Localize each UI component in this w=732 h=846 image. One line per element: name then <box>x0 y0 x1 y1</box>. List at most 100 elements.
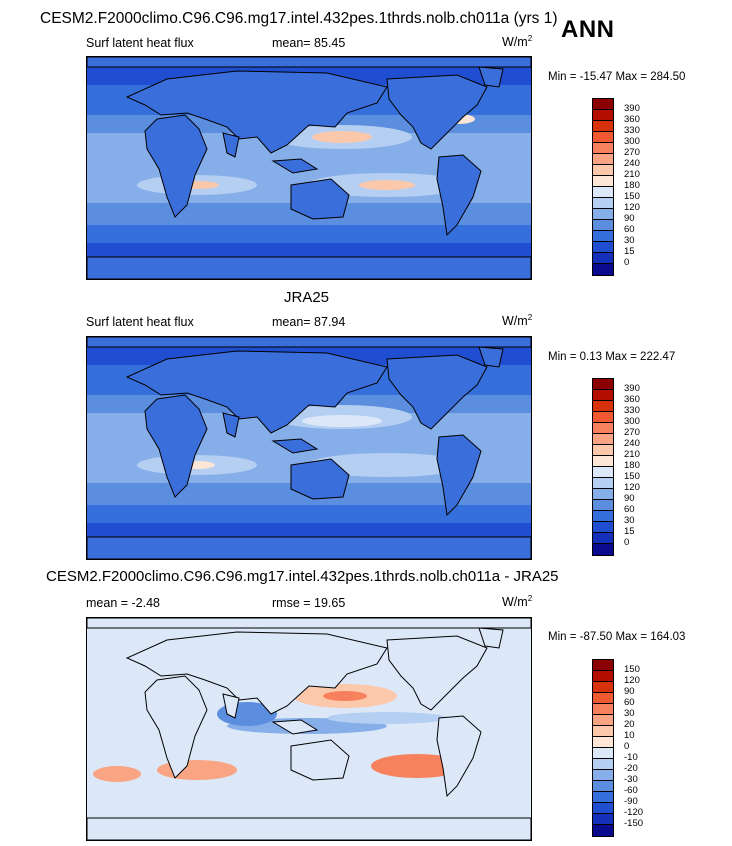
land-outline <box>125 631 388 715</box>
colorbar-tick-label: 360 <box>624 394 640 405</box>
colorbar-swatch <box>593 770 613 781</box>
case-title: CESM2.F2000climo.C96.C96.mg17.intel.432p… <box>40 10 558 27</box>
colorbar-swatch <box>593 143 613 154</box>
positive-anomaly <box>371 754 463 778</box>
panel-diff-map <box>86 617 532 841</box>
land-outline <box>222 132 240 158</box>
colorbar-swatch <box>593 511 613 522</box>
colorbar-swatch <box>593 478 613 489</box>
colorbar-tick-label: 0 <box>624 537 630 548</box>
colorbar-tick-label: -10 <box>624 752 638 763</box>
colorbar-tick-label: 60 <box>624 697 635 708</box>
land-outline <box>271 719 319 735</box>
colorbar-swatch <box>593 390 613 401</box>
positive-anomaly <box>323 691 367 701</box>
season-label: ANN <box>561 16 615 43</box>
colorbar-tick-label: 270 <box>624 427 640 438</box>
colorbar-tick-label: 120 <box>624 202 640 213</box>
colorbar-swatch <box>593 467 613 478</box>
colorbar-tick-label: 330 <box>624 125 640 136</box>
land-outline <box>87 337 531 348</box>
panel-model-variable: Surf latent heat flux <box>86 36 194 50</box>
colorbar-swatch <box>593 401 613 412</box>
colorbar-tick-label: 240 <box>624 438 640 449</box>
colorbar-tick-label: 180 <box>624 460 640 471</box>
land-outline <box>125 350 388 434</box>
panel-diff-units: W/m2 <box>502 594 533 610</box>
panel-diff-rmse: rmse = 19.65 <box>272 596 346 610</box>
colorbar-tick-label: 120 <box>624 675 640 686</box>
land-outline <box>290 178 350 220</box>
colorbar-swatch <box>593 660 613 671</box>
land-outline <box>478 346 504 368</box>
colorbar-swatch <box>593 379 613 390</box>
colorbar-swatch <box>593 682 613 693</box>
colorbar-swatch <box>593 544 613 555</box>
colorbar-swatch <box>593 423 613 434</box>
colorbar-tick-label: -60 <box>624 785 638 796</box>
land-outline <box>87 57 531 68</box>
land-outline <box>436 154 482 237</box>
colorbar-tick-label: 0 <box>624 741 630 752</box>
colorbar-swatch <box>593 154 613 165</box>
panel-model-units: W/m2 <box>502 34 533 50</box>
colorbar-swatch <box>593 176 613 187</box>
land-outline <box>87 536 531 559</box>
colorbar-tick-label: 240 <box>624 158 640 169</box>
colorbar-swatch <box>593 110 613 121</box>
colorbar-tick-label: 150 <box>624 664 640 675</box>
land-outline <box>222 693 240 719</box>
colorbar-swatch <box>593 242 613 253</box>
colorbar-tick-label: 120 <box>624 482 640 493</box>
colorbar-swatch <box>593 803 613 814</box>
panel-model-map <box>86 56 532 280</box>
land-outline <box>478 66 504 88</box>
panel-obs-colorbar <box>592 378 614 556</box>
colorbar-tick-label: 270 <box>624 147 640 158</box>
colorbar-tick-label: -30 <box>624 774 638 785</box>
colorbar-swatch <box>593 434 613 445</box>
land-outline <box>386 74 488 150</box>
land-outline <box>386 635 488 711</box>
colorbar-tick-label: 150 <box>624 191 640 202</box>
colorbar-swatch <box>593 500 613 511</box>
colorbar-tick-label: -90 <box>624 796 638 807</box>
land-outline <box>271 158 319 174</box>
colorbar-tick-label: 210 <box>624 449 640 460</box>
land-outline <box>436 434 482 517</box>
colorbar-swatch <box>593 715 613 726</box>
colorbar-tick-label: -20 <box>624 763 638 774</box>
colorbar-swatch <box>593 759 613 770</box>
colorbar-tick-label: -120 <box>624 807 644 818</box>
colorbar-swatch <box>593 792 613 803</box>
colorbar-swatch <box>593 165 613 176</box>
colorbar-swatch <box>593 456 613 467</box>
colorbar-tick-label: 20 <box>624 719 635 730</box>
land-outline <box>87 817 531 840</box>
land-outline <box>290 458 350 500</box>
panel-model-minmax: Min = -15.47 Max = 284.50 <box>548 71 686 83</box>
colorbar-swatch <box>593 522 613 533</box>
colorbar-swatch <box>593 187 613 198</box>
flux-max <box>359 180 415 190</box>
land-outline <box>290 739 350 781</box>
land-outline <box>144 394 208 498</box>
land-outline <box>436 715 482 798</box>
panel-diff-minmax: Min = -87.50 Max = 164.03 <box>548 631 686 643</box>
panel-diff-mean: mean = -2.48 <box>86 596 161 610</box>
panel-obs-minmax: Min = 0.13 Max = 222.47 <box>548 351 676 363</box>
colorbar-tick-label: 0 <box>624 257 630 268</box>
land-outline <box>386 354 488 430</box>
colorbar-swatch <box>593 781 613 792</box>
panel-obs-title: JRA25 <box>284 289 330 306</box>
colorbar-tick-label: 300 <box>624 416 640 427</box>
negative-anomaly <box>327 712 447 724</box>
panel-obs-variable: Surf latent heat flux <box>86 315 194 329</box>
land-outline <box>87 618 531 629</box>
colorbar-tick-label: 390 <box>624 383 640 394</box>
colorbar-swatch <box>593 489 613 500</box>
panel-model-mean: mean= 85.45 <box>272 36 346 50</box>
colorbar-tick-label: 15 <box>624 526 635 537</box>
colorbar-tick-label: 90 <box>624 213 635 224</box>
subtropical-max <box>307 453 467 477</box>
